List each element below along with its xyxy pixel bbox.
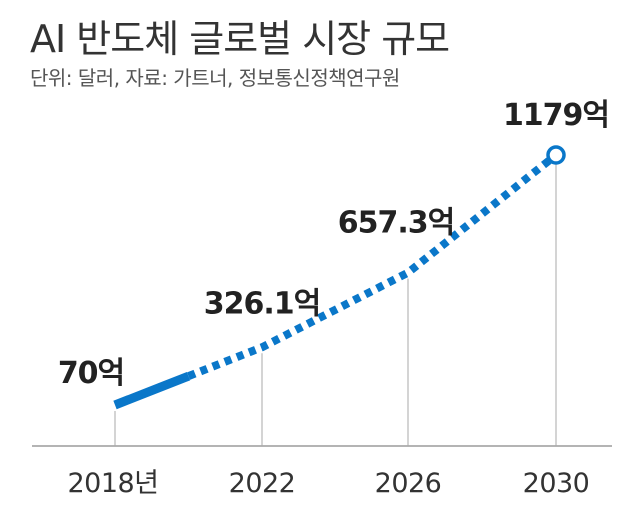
chart-title: AI 반도체 글로벌 시장 규모	[30, 17, 450, 61]
x-tick-label-2026: 2026	[375, 468, 442, 499]
chart-subtitle: 단위: 달러, 자료: 가트너, 정보통신정책연구원	[30, 66, 400, 90]
x-tick-label-2022: 2022	[229, 468, 296, 499]
series-line-actual	[113, 371, 191, 410]
data-label-2030: 1179억	[503, 98, 609, 133]
data-label-2018: 70억	[58, 356, 124, 391]
x-tick-label-2030: 2030	[523, 468, 590, 499]
series-line-forecast	[187, 151, 559, 380]
data-label-2022: 326.1억	[204, 286, 321, 321]
data-point-2030	[546, 145, 566, 165]
x-tick-label-2018: 2018년	[67, 468, 158, 499]
data-label-2026: 657.3억	[338, 206, 455, 241]
